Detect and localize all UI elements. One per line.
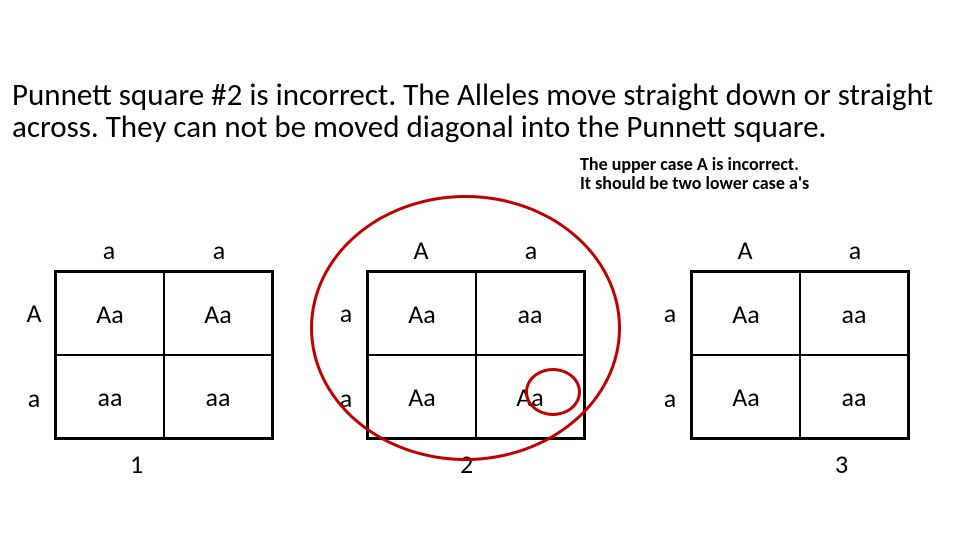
ps2-number: 2 [460, 448, 473, 480]
ps1-left-header-2: a [28, 382, 40, 414]
ps3-cell-tl: Aa [690, 270, 800, 355]
ps3-left-header-2: a [664, 382, 676, 414]
ps2-left-header-2: a [340, 382, 352, 414]
ps1-top-header-1: a [103, 234, 115, 266]
punnett-square-2: A a a Aa aa Aa Aa a [326, 230, 586, 440]
ps3-left-header-1: a [664, 297, 676, 329]
ps3-cell-bl: Aa [690, 355, 800, 440]
ps2-cell-tl: Aa [366, 270, 476, 355]
note-text: The upper case A is incorrect. It should… [580, 155, 810, 193]
explanation-text: Punnett square #2 is incorrect. The Alle… [12, 80, 952, 143]
ps2-cell-bl: Aa [366, 355, 476, 440]
ps1-cell-tr: Aa [164, 270, 274, 355]
ps2-cell-br: Aa [476, 355, 586, 440]
ps1-top-header-2: a [213, 234, 225, 266]
punnett-square-3: A a a Aa aa Aa aa a [650, 230, 910, 440]
ps1-cell-br: aa [164, 355, 274, 440]
ps1-cell-bl: aa [54, 355, 164, 440]
ps3-cell-tr: aa [800, 270, 910, 355]
ps3-number: 3 [835, 448, 848, 480]
ps3-top-header-1: A [737, 234, 752, 266]
ps2-left-header-1: a [340, 297, 352, 329]
ps1-number: 1 [130, 448, 143, 480]
ps1-left-header-1: A [26, 297, 41, 329]
ps2-cell-tr: aa [476, 270, 586, 355]
ps2-top-header-1: A [413, 234, 428, 266]
ps1-cell-tl: Aa [54, 270, 164, 355]
ps2-top-header-2: a [525, 234, 537, 266]
ps3-top-header-2: a [849, 234, 861, 266]
punnett-square-1: a a A Aa Aa aa aa a [14, 230, 274, 440]
ps3-cell-br: aa [800, 355, 910, 440]
